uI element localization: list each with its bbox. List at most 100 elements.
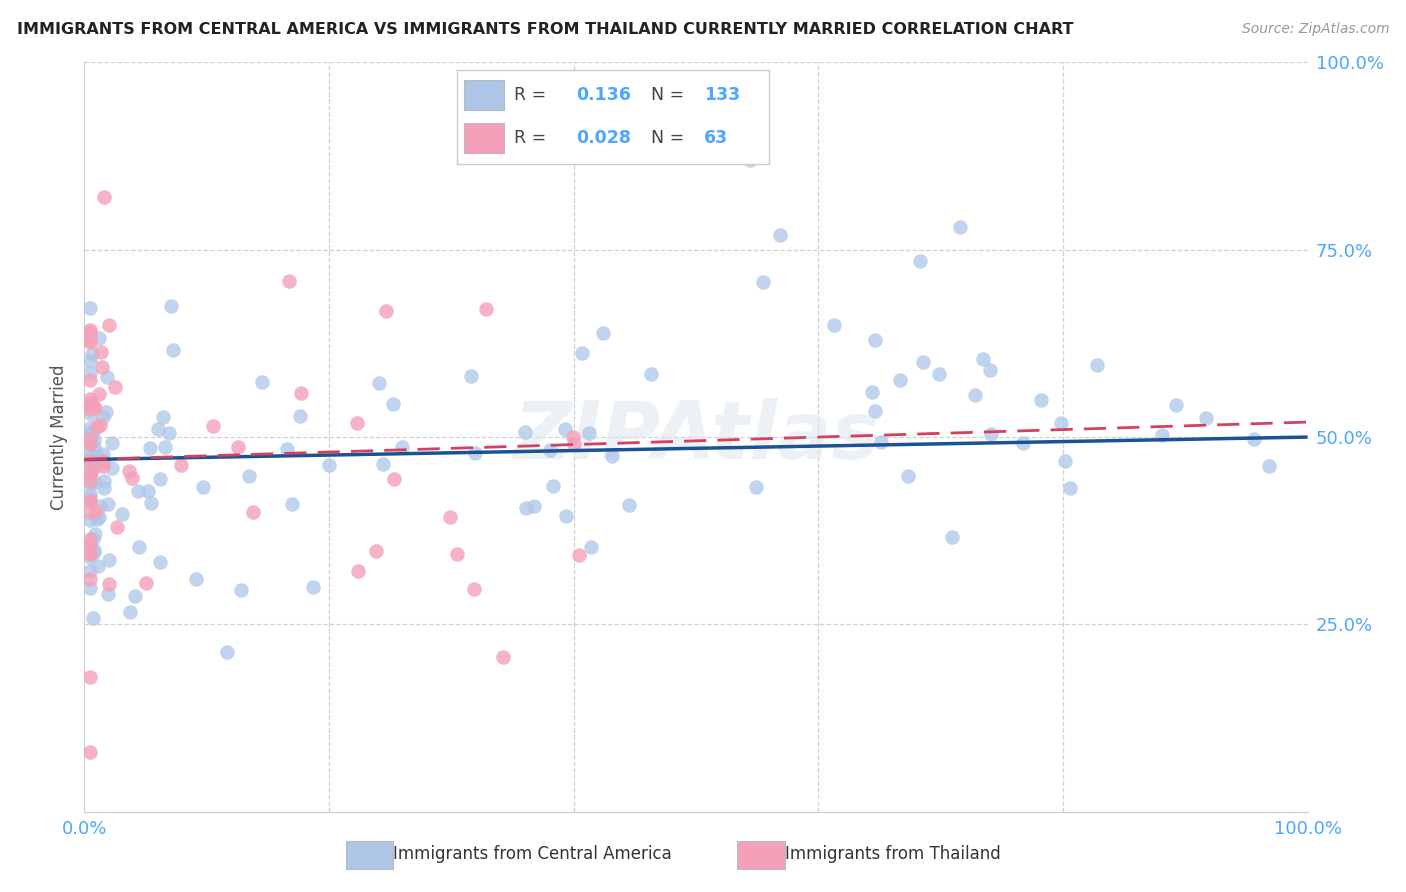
- Point: [897, 469, 920, 483]
- Point: [186, 572, 208, 586]
- Point: [79, 547, 101, 561]
- Point: [83, 475, 105, 489]
- Point: [250, 375, 273, 389]
- Point: [79, 537, 101, 551]
- Point: [617, 498, 640, 512]
- Point: [464, 446, 486, 460]
- Point: [91, 453, 114, 467]
- Point: [562, 437, 585, 451]
- Point: [79, 335, 101, 350]
- Point: [79, 564, 101, 578]
- Point: [82, 426, 104, 441]
- Point: [870, 435, 893, 450]
- Point: [93, 474, 115, 488]
- Point: [79, 396, 101, 410]
- Point: [242, 505, 264, 519]
- Point: [79, 301, 101, 316]
- Point: [364, 543, 387, 558]
- Point: [318, 458, 340, 472]
- Text: Immigrants from Thailand: Immigrants from Thailand: [785, 845, 1001, 863]
- Point: [231, 583, 253, 598]
- Point: [79, 373, 101, 387]
- Point: [740, 153, 762, 167]
- Text: Source: ZipAtlas.com: Source: ZipAtlas.com: [1241, 22, 1389, 37]
- Point: [91, 447, 114, 461]
- Point: [82, 347, 104, 361]
- Point: [98, 552, 121, 566]
- Point: [79, 505, 101, 519]
- Point: [87, 458, 110, 472]
- Point: [972, 352, 994, 367]
- Point: [280, 497, 302, 511]
- Point: [90, 359, 112, 374]
- Point: [79, 401, 101, 415]
- Point: [148, 422, 170, 436]
- Point: [86, 420, 108, 434]
- Point: [79, 451, 101, 466]
- Point: [79, 433, 101, 447]
- Point: [215, 645, 238, 659]
- Point: [554, 422, 576, 436]
- Point: [578, 426, 600, 441]
- Point: [79, 437, 101, 451]
- Point: [91, 459, 114, 474]
- FancyBboxPatch shape: [346, 841, 394, 870]
- Point: [908, 254, 931, 268]
- Point: [79, 433, 101, 447]
- Point: [96, 369, 118, 384]
- Point: [90, 344, 112, 359]
- Point: [79, 475, 101, 490]
- Point: [87, 387, 110, 401]
- Point: [79, 487, 101, 501]
- FancyBboxPatch shape: [738, 841, 785, 870]
- Point: [538, 443, 561, 458]
- Text: Immigrants from Central America: Immigrants from Central America: [394, 845, 672, 863]
- Point: [769, 227, 792, 242]
- Point: [226, 441, 249, 455]
- Point: [84, 401, 107, 415]
- Point: [288, 409, 311, 424]
- Point: [1012, 436, 1035, 450]
- Point: [375, 304, 398, 318]
- Point: [302, 580, 325, 594]
- Point: [823, 318, 845, 332]
- Point: [963, 388, 986, 402]
- Point: [86, 512, 108, 526]
- Point: [568, 549, 591, 563]
- Point: [100, 436, 122, 450]
- Point: [79, 466, 101, 480]
- Point: [979, 363, 1001, 377]
- Point: [571, 346, 593, 360]
- Point: [276, 442, 298, 457]
- Point: [152, 409, 174, 424]
- Point: [79, 395, 101, 409]
- Point: [79, 392, 101, 406]
- Point: [491, 649, 513, 664]
- Point: [79, 493, 101, 508]
- Point: [139, 441, 162, 455]
- Point: [79, 436, 101, 450]
- Point: [90, 454, 112, 468]
- Point: [82, 611, 104, 625]
- Point: [98, 318, 121, 332]
- Point: [97, 587, 120, 601]
- Point: [79, 447, 101, 461]
- Point: [121, 471, 143, 485]
- Point: [600, 450, 623, 464]
- Point: [1258, 458, 1281, 473]
- Point: [439, 510, 461, 524]
- Point: [82, 399, 104, 413]
- Point: [391, 440, 413, 454]
- Point: [79, 353, 101, 368]
- Point: [101, 461, 124, 475]
- Point: [111, 508, 134, 522]
- Point: [127, 483, 149, 498]
- Point: [278, 274, 301, 288]
- Point: [89, 331, 111, 345]
- Point: [79, 494, 101, 508]
- Point: [941, 530, 963, 544]
- Point: [1164, 398, 1187, 412]
- Point: [79, 402, 101, 417]
- Point: [83, 543, 105, 558]
- Point: [79, 454, 101, 468]
